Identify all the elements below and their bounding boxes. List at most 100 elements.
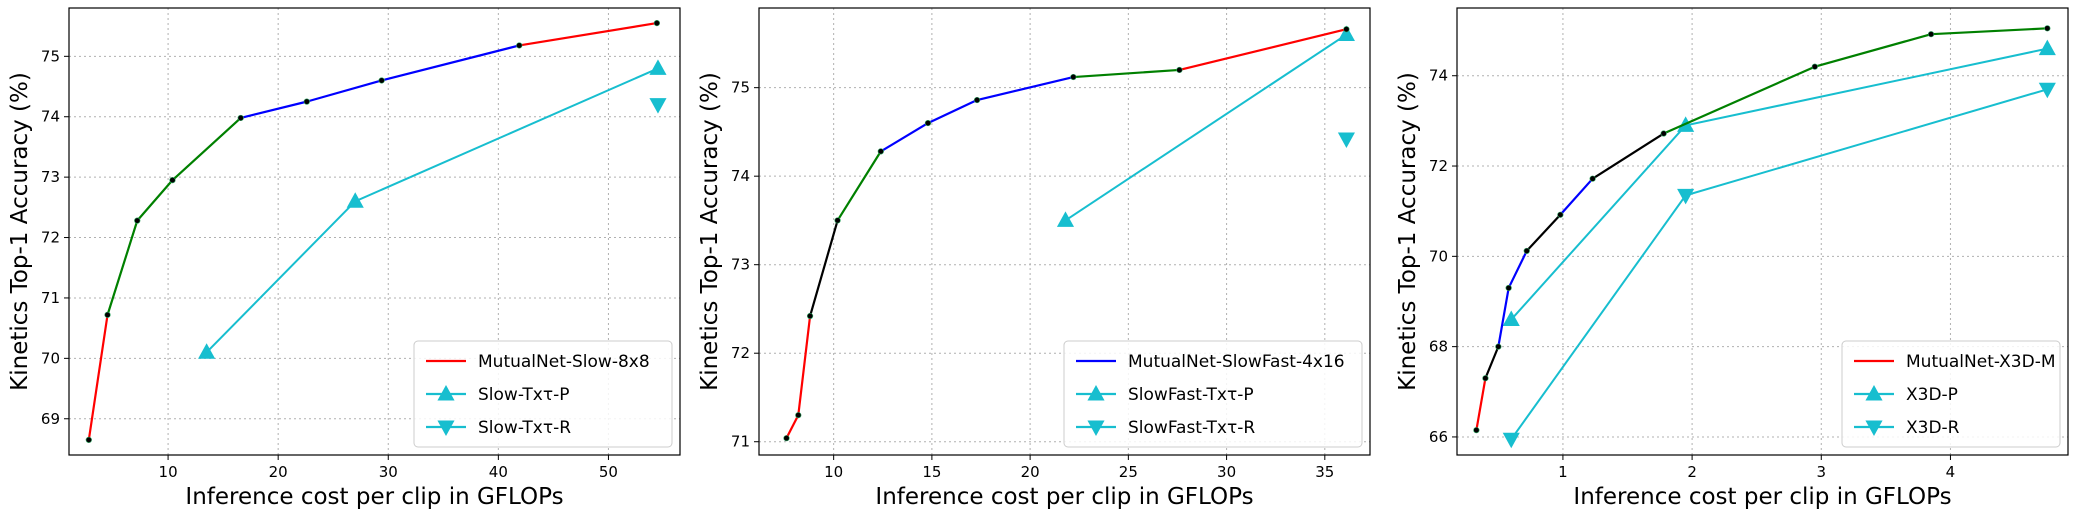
triangle-up-marker (2038, 39, 2056, 56)
y-axis-label: Kinetics Top-1 Accuracy (%) (1395, 72, 1421, 391)
mutualnet-curve-segment (926, 98, 979, 125)
x-tick-label: 15 (922, 463, 941, 481)
mutualnet-point (924, 119, 932, 127)
triangle-down-marker (649, 98, 667, 114)
mutualnet-point (653, 20, 660, 27)
mutualnet-point (1176, 66, 1183, 74)
triangle-up-marker (1337, 25, 1355, 42)
mutualnet-point (973, 96, 981, 104)
mutualnet-point (1473, 427, 1480, 434)
triangle-down-marker (1337, 132, 1355, 149)
mutualnet-curve-segment (1178, 28, 1348, 72)
legend-entry-label: X3D-R (1906, 418, 1960, 438)
mutualnet-curve-segment (1484, 345, 1500, 380)
legend: MutualNet-Slow-8x8 Slow-Txτ-P Slow-Txτ-R (413, 340, 673, 448)
x-tick-label: 30 (1217, 463, 1236, 481)
series-line-p (1510, 47, 2048, 321)
x-tick-label: 35 (1315, 463, 1334, 481)
y-tick-label: 74 (1429, 67, 1448, 85)
x-tick-label: 2 (1687, 463, 1697, 481)
x-tick-label: 10 (159, 463, 178, 481)
mutualnet-point (1523, 247, 1530, 255)
legend-entry-label: MutualNet-X3D-M (1906, 352, 2056, 372)
mutualnet-curve-segment (797, 314, 812, 417)
mutualnet-point (104, 311, 111, 318)
triangle-down-marker (2038, 82, 2056, 99)
mutualnet-curve-segment (879, 121, 930, 153)
mutualnet-curve-segment (1929, 27, 2049, 36)
mutualnet-point (1557, 211, 1564, 218)
triangle-up-marker (649, 59, 667, 75)
legend-triangle-down-icon (1087, 420, 1105, 436)
plot-frame (68, 7, 681, 456)
mutualnet-point (1927, 31, 1935, 38)
mutualnet-curve-segment (239, 100, 308, 120)
y-tick-label: 68 (1429, 338, 1448, 356)
mutualnet-point (237, 114, 244, 122)
triangle-down-marker (1677, 188, 1695, 205)
y-tick-label: 71 (731, 433, 750, 451)
x-tick-label: 40 (489, 463, 508, 481)
mutualnet-curve-segment (106, 219, 139, 316)
legend-box (413, 340, 673, 448)
y-tick-label: 70 (1429, 247, 1448, 265)
legend-entry-label: X3D-P (1906, 385, 1958, 405)
legend-entry-label: SlowFast-Txτ-P (1128, 385, 1254, 405)
mutualnet-point (1482, 375, 1489, 382)
x-axis-label: Inference cost per clip in GFLOPs (185, 484, 563, 510)
mutualnet-curve-segment (1072, 68, 1181, 79)
y-tick-label: 74 (731, 167, 750, 185)
x-tick-label: 1 (1558, 463, 1568, 481)
chart-panel-slowfast: 10 15 20 25 30 35 71 72 73 74 75 Inference cost per… (697, 7, 1371, 510)
mutualnet-point (85, 436, 92, 443)
mutualnet-point (303, 98, 310, 105)
mutualnet-point (378, 77, 385, 84)
y-tick-label: 70 (41, 349, 60, 367)
mutualnet-curve-segment (136, 179, 174, 222)
triangle-down-marker (1502, 432, 1520, 449)
y-axis-label: Kinetics Top-1 Accuracy (%) (697, 72, 723, 391)
mutualnet-curve-segment (975, 75, 1075, 102)
legend-triangle-up-icon (437, 385, 455, 401)
mutualnet-curve-segment (1813, 33, 1933, 68)
mutualnet-curve-segment (1497, 286, 1510, 348)
y-tick-label: 69 (41, 410, 60, 428)
mutualnet-curve-segment (808, 219, 839, 318)
x-tick-label: 20 (269, 463, 288, 481)
mutualnet-point (783, 435, 790, 442)
mutualnet-point (1811, 63, 1818, 70)
mutualnet-curve-segment (1591, 132, 1665, 180)
legend-entry-label: MutualNet-Slow-8x8 (478, 352, 650, 372)
chart-panel-slow: 10 20 30 40 50 69 70 71 72 73 74 75 Inference cost p… (7, 7, 681, 510)
triangle-up-marker (198, 343, 216, 359)
mutualnet-curve-segment (785, 414, 800, 440)
legend-triangle-down-icon (1865, 420, 1883, 436)
legend-triangle-up-icon (1865, 385, 1883, 401)
mutualnet-point (1343, 26, 1350, 33)
mutualnet-point (1495, 343, 1502, 350)
plot-frame (758, 7, 1371, 456)
series-line-p (1064, 33, 1347, 222)
mutualnet-point (2044, 25, 2051, 32)
legend: MutualNet-X3D-M X3D-P X3D-R (1841, 340, 2061, 448)
mutualnet-curve-segment (1662, 65, 1816, 135)
mutualnet-point (169, 177, 176, 184)
mutualnet-curve-segment (1475, 377, 1487, 432)
x-axis-label: Inference cost per clip in GFLOPs (1573, 484, 1951, 510)
x-tick-label: 20 (1021, 463, 1040, 481)
mutualnet-curve-segment (380, 44, 521, 82)
mutualnet-curve-segment (518, 22, 658, 47)
legend-triangle-down-icon (437, 420, 455, 436)
mutualnet-curve-segment (1525, 213, 1562, 253)
x-tick-label: 50 (599, 463, 618, 481)
mutualnet-curve-segment (87, 313, 109, 441)
mutualnet-curve-segment (171, 116, 242, 182)
mutualnet-point (877, 148, 884, 155)
x-tick-label: 30 (379, 463, 398, 481)
mutualnet-point (1589, 175, 1596, 182)
y-tick-label: 73 (731, 256, 750, 274)
mutualnet-point (134, 217, 141, 224)
mutualnet-point (1505, 284, 1512, 292)
mutualnet-point (1070, 73, 1077, 81)
